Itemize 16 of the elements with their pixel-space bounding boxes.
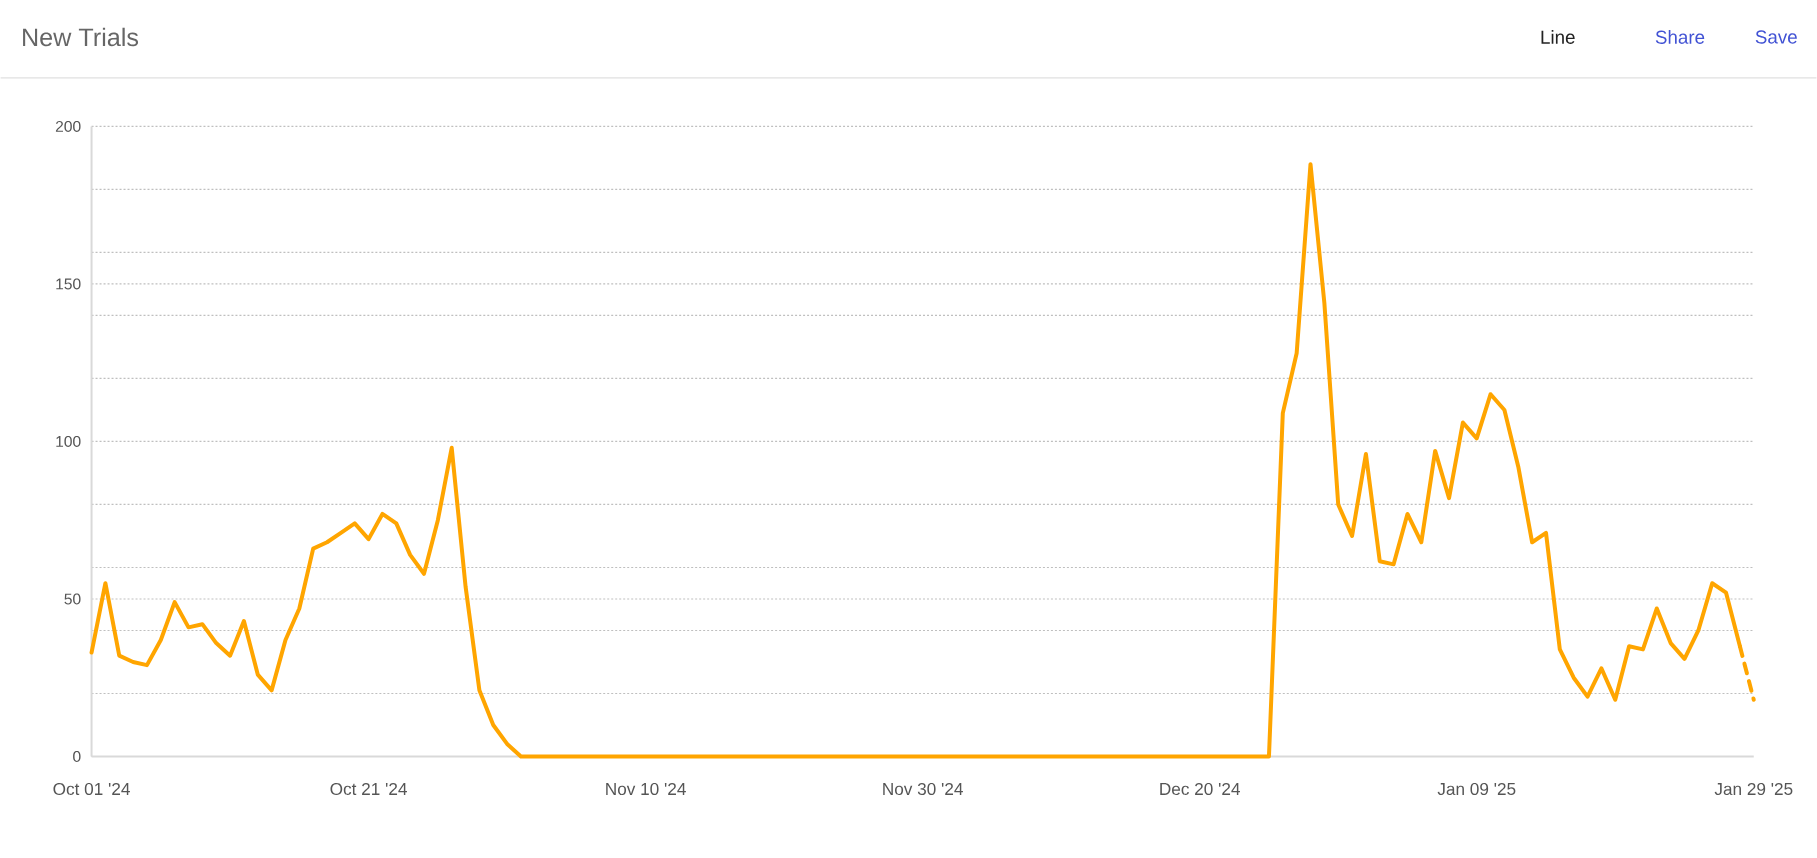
- y-tick-label: 100: [56, 435, 81, 447]
- y-tick-label: 200: [55, 120, 81, 132]
- x-tick-label: Jan 09 '25: [1437, 782, 1516, 795]
- x-tick-label: Oct 21 '24: [330, 782, 407, 795]
- x-tick-label: Jan 29 '25: [1714, 782, 1793, 795]
- text: Save: [1755, 30, 1797, 44]
- x-tick-label: Nov 30 '24: [883, 782, 963, 795]
- text: Share: [1655, 29, 1705, 44]
- y-tick-label: 0: [73, 750, 81, 762]
- x-tick-label: Oct 01 '24: [53, 782, 130, 795]
- text: Line: [1541, 29, 1575, 44]
- y-tick-label: 150: [56, 278, 81, 290]
- x-tick-label: Dec 20 '24: [1160, 782, 1240, 795]
- chart-title: New Trials: [23, 27, 139, 47]
- x-tick-label: Nov 10 '24: [606, 782, 686, 795]
- y-tick-label: 50: [64, 593, 81, 605]
